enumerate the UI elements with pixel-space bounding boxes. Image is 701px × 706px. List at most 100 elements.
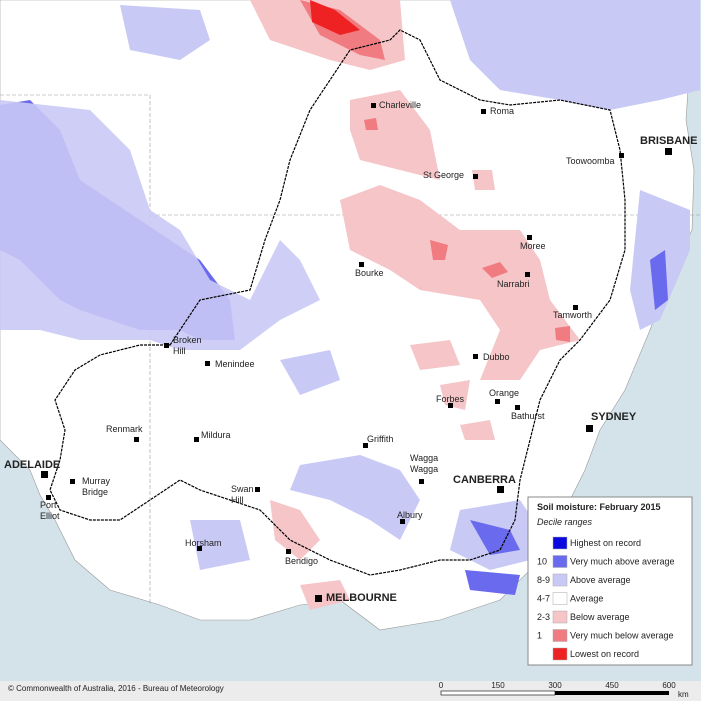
place-label: Tamworth — [553, 310, 592, 320]
legend: Highest on record 10 Very much above avera… — [537, 536, 675, 661]
place-label: Albury — [397, 510, 423, 520]
legend-code: 10 — [537, 557, 547, 567]
legend-swatch — [552, 610, 568, 624]
scale-label: 150 — [491, 681, 505, 690]
place-label: Murray — [82, 476, 111, 486]
place-marker — [286, 549, 291, 554]
legend-title: Soil moisture: February 2015 — [537, 502, 661, 512]
place-marker — [473, 354, 478, 359]
legend-swatch — [552, 629, 568, 642]
legend-label: Very much below average — [570, 631, 674, 641]
legend-swatch — [552, 592, 568, 605]
place-label: ADELAIDE — [4, 459, 60, 471]
place-label: Roma — [490, 106, 514, 116]
legend-swatch — [552, 647, 568, 661]
land — [0, 0, 695, 631]
place-label: Narrabri — [497, 279, 530, 289]
legend-label: Average — [570, 594, 603, 604]
place-label: Charleville — [379, 100, 421, 110]
state-border — [0, 94, 701, 605]
place-marker — [164, 343, 169, 348]
place-label: Bourke — [355, 268, 384, 278]
place-marker — [586, 425, 593, 432]
place-marker — [400, 519, 405, 524]
place-marker — [515, 405, 520, 410]
place-marker — [134, 437, 139, 442]
legend-label: Very much above average — [570, 557, 675, 567]
place-marker — [448, 403, 453, 408]
place-marker — [363, 443, 368, 448]
place-marker — [197, 546, 202, 551]
scale-label: 450 — [605, 681, 619, 690]
place-label: SYDNEY — [591, 411, 637, 423]
place-marker — [481, 109, 486, 114]
copyright: © Commonwealth of Australia, 2016 - Bure… — [8, 684, 224, 693]
anomaly-regions — [0, 0, 700, 610]
place-label: Broken — [173, 335, 202, 345]
place-label: Orange — [489, 388, 519, 398]
place-marker — [525, 272, 530, 277]
place-label: Toowoomba — [566, 156, 615, 166]
place-label: MELBOURNE — [326, 592, 397, 604]
legend-swatch — [552, 536, 568, 550]
place-label: Forbes — [436, 394, 465, 404]
place-label: CANBERRA — [453, 474, 516, 486]
legend-code: 4-7 — [537, 594, 550, 604]
place-label: Renmark — [106, 424, 143, 434]
place-label: Port — [40, 500, 57, 510]
place-marker — [255, 487, 260, 492]
place-marker — [495, 399, 500, 404]
legend-code: 1 — [537, 631, 542, 641]
place-marker — [41, 471, 48, 478]
place-label: Bendigo — [285, 556, 318, 566]
place-label: Hill — [231, 495, 244, 505]
legend-swatch — [552, 555, 568, 568]
legend-swatch — [552, 573, 568, 587]
place-marker — [194, 437, 199, 442]
legend-code: 2-3 — [537, 612, 550, 622]
place-label: Griffith — [367, 434, 393, 444]
footer-bar — [0, 681, 701, 701]
place-marker — [419, 479, 424, 484]
legend-label: Lowest on record — [570, 649, 639, 659]
scale-label: 300 — [548, 681, 562, 690]
place-marker — [619, 153, 624, 158]
place-label: Wagga — [410, 464, 438, 474]
place-label: Horsham — [185, 538, 222, 548]
place-label: Wagga — [410, 453, 438, 463]
place-marker — [205, 361, 210, 366]
place-marker — [371, 103, 376, 108]
scale-label: 0 — [439, 681, 444, 690]
place-label: Bathurst — [511, 411, 545, 421]
place-label: Dubbo — [483, 352, 510, 362]
legend-label: Highest on record — [570, 538, 641, 548]
place-label: Mildura — [201, 430, 231, 440]
places: Charleville Roma BRISBANE Toowoomba St Georg… — [4, 100, 697, 604]
legend-label: Above average — [570, 575, 631, 585]
legend-label: Below average — [570, 612, 630, 622]
place-marker — [527, 235, 532, 240]
legend-code: 8-9 — [537, 575, 550, 585]
place-marker — [573, 305, 578, 310]
place-marker — [665, 148, 672, 155]
basin-boundary — [49, 29, 626, 576]
place-label: Moree — [520, 241, 546, 251]
scale-segment — [555, 691, 669, 695]
place-marker — [70, 479, 75, 484]
place-label: Hill — [173, 346, 186, 356]
place-marker — [46, 495, 51, 500]
place-label: BRISBANE — [640, 135, 697, 147]
scale-label: 600 — [662, 681, 676, 690]
place-marker — [315, 595, 322, 602]
place-label: Menindee — [215, 359, 255, 369]
place-label: Bridge — [82, 487, 108, 497]
place-marker — [473, 174, 478, 179]
legend-subtitle: Decile ranges — [537, 517, 593, 527]
place-label: St George — [423, 170, 464, 180]
place-label: Swan — [231, 484, 254, 494]
place-label: Elliot — [40, 511, 60, 521]
place-marker — [359, 262, 364, 267]
place-marker — [497, 486, 504, 493]
